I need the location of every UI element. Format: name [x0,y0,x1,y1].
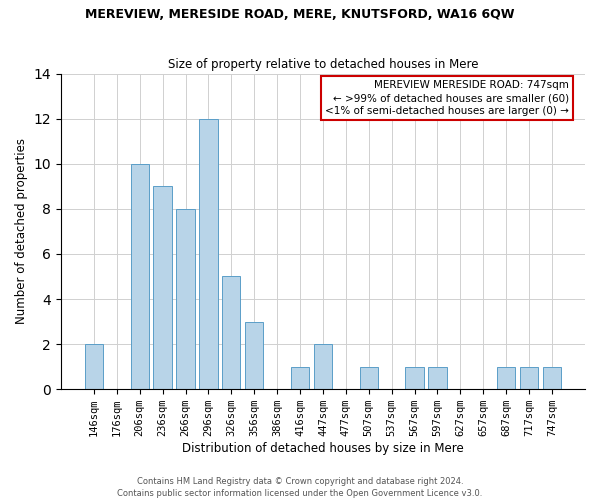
Text: MEREVIEW MERESIDE ROAD: 747sqm
← >99% of detached houses are smaller (60)
<1% of: MEREVIEW MERESIDE ROAD: 747sqm ← >99% of… [325,80,569,116]
Bar [359,366,378,389]
Title: Size of property relative to detached houses in Mere: Size of property relative to detached ho… [168,58,478,71]
Bar [245,322,263,389]
Text: MEREVIEW, MERESIDE ROAD, MERE, KNUTSFORD, WA16 6QW: MEREVIEW, MERESIDE ROAD, MERE, KNUTSFORD… [85,8,515,20]
Bar [199,118,218,389]
Bar [176,209,194,389]
Bar [85,344,103,389]
Y-axis label: Number of detached properties: Number of detached properties [15,138,28,324]
Bar [314,344,332,389]
X-axis label: Distribution of detached houses by size in Mere: Distribution of detached houses by size … [182,442,464,455]
Bar [222,276,241,389]
Bar [543,366,561,389]
Bar [291,366,309,389]
Bar [497,366,515,389]
Text: Contains HM Land Registry data © Crown copyright and database right 2024.
Contai: Contains HM Land Registry data © Crown c… [118,476,482,498]
Bar [406,366,424,389]
Bar [428,366,446,389]
Bar [154,186,172,389]
Bar [520,366,538,389]
Bar [131,164,149,389]
